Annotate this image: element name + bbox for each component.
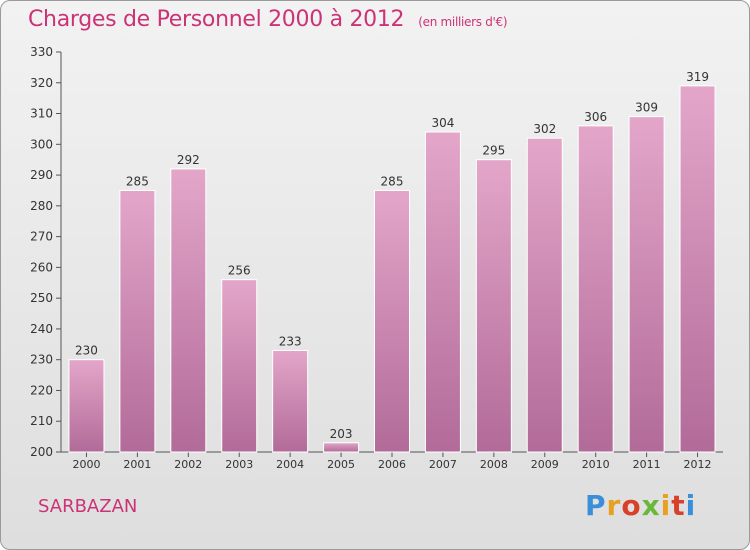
y-tick-label: 260 [30,260,53,274]
y-tick-label: 270 [30,230,53,244]
x-tick-label: 2005 [327,458,355,471]
x-tick-label: 2009 [531,458,559,471]
town-name: SARBAZAN [38,496,138,517]
bar-2009 [526,137,563,453]
bar-2004 [272,349,309,453]
bar-2010 [577,125,614,453]
y-tick-label: 310 [30,107,53,121]
bar-2011 [628,116,665,453]
data-label: 306 [584,110,607,124]
x-tick-label: 2003 [225,458,253,471]
y-tick-label: 320 [30,76,53,90]
data-label: 230 [75,344,98,358]
data-label: 203 [330,427,353,441]
y-tick-label: 330 [30,45,53,59]
bar-2003 [221,279,258,453]
data-label: 233 [279,334,302,348]
y-tick-label: 200 [30,445,53,459]
data-label: 304 [431,116,454,130]
bar-2006 [374,189,410,453]
bars [68,85,716,453]
chart-title: Charges de Personnel 2000 à 2012 (en mill… [28,7,508,32]
axes: 200 210 220 230 240 250 260 270 280 290 300 310 320 3… [30,45,723,459]
x-tick-label: 2011 [633,458,661,471]
x-tick-label: 2008 [480,458,508,471]
y-tick-label: 220 [30,383,53,397]
data-label: 292 [177,153,200,167]
y-tick-label: 280 [30,199,53,213]
labels: 230 2000 285 2001 292 2002 256 2003 233 2004 203 20… [72,70,711,471]
y-tick-label: 300 [30,137,53,151]
x-tick-label: 2001 [123,458,151,471]
y-tick-label: 250 [30,291,53,305]
bar-2002 [170,168,207,453]
y-tick-label: 210 [30,414,53,428]
proxiti-logo: Proxiti [585,489,697,522]
x-tick-label: 2002 [174,458,202,471]
bar-2007 [424,131,461,453]
x-tick-label: 2000 [72,458,100,471]
bar-2000 [68,359,105,453]
data-label: 285 [381,174,404,188]
x-tick-label: 2012 [684,458,712,471]
chart-title-text: Charges de Personnel 2000 à 2012 [28,7,405,32]
bar-2012 [679,85,716,453]
y-tick-label: 290 [30,168,53,182]
bar-2008 [475,159,512,453]
data-label: 302 [533,122,556,136]
data-label: 256 [228,264,251,278]
x-tick-label: 2010 [582,458,610,471]
x-tick-label: 2006 [378,458,406,471]
data-label: 319 [686,70,709,84]
chart-subtitle: (en milliers d'€) [418,15,508,29]
y-tick-label: 230 [30,353,53,367]
bar-2005 [323,442,360,453]
data-label: 309 [635,101,658,115]
data-label: 285 [126,174,149,188]
y-tick-label: 240 [30,322,53,336]
x-tick-label: 2004 [276,458,304,471]
x-tick-label: 2007 [429,458,457,471]
data-label: 295 [482,144,505,158]
bar-2001 [119,189,156,453]
